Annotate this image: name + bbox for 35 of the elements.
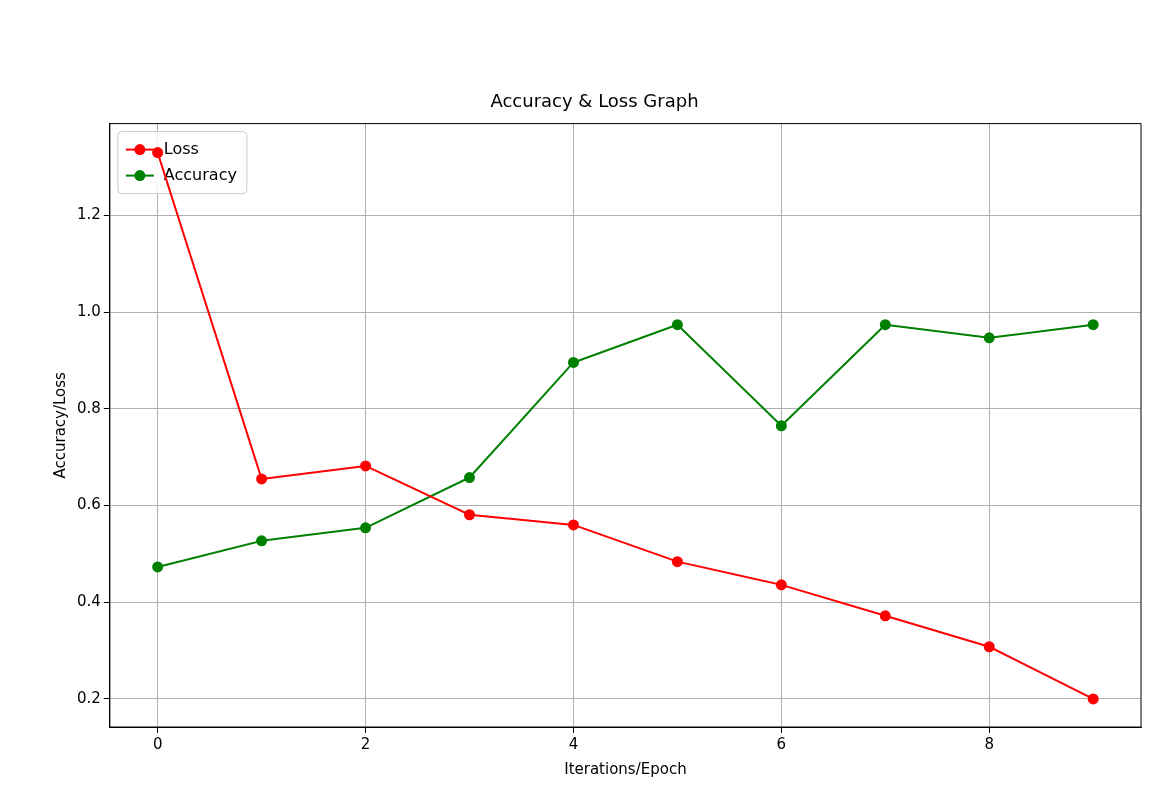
point [152,147,164,159]
x-tick-label: 8 [984,734,995,753]
point [671,319,683,331]
point [256,535,268,547]
y-tick-label: 0.4 [77,592,101,611]
point [879,610,891,622]
x-tick-label: 0 [152,734,163,753]
point [567,356,579,368]
y-tick-label: 0.2 [77,688,101,707]
y-axis-title: Accuracy/Loss [50,371,69,479]
point [775,420,787,432]
y-tick-label: 0.8 [77,398,101,417]
point [360,460,372,472]
point [775,579,787,591]
point [671,556,683,568]
y-tick-label: 1.2 [77,205,101,224]
y-tick-label: 1.0 [77,302,101,321]
point [1087,319,1099,331]
point [1087,693,1099,705]
point [879,319,891,331]
point [567,519,579,531]
chart-title: Accuracy & Loss Graph [490,90,699,112]
y-tick-label: 0.6 [77,495,101,514]
x-tick-label: 6 [776,734,787,753]
x-tick-label: 4 [568,734,579,753]
point [152,561,164,573]
point [983,641,995,653]
x-tick-label: 2 [360,734,371,753]
point [360,522,372,534]
point [464,509,476,521]
point [464,472,476,484]
point [983,332,995,344]
x-axis-title: Iterations/Epoch [564,759,687,778]
legend-label: Loss [163,138,199,158]
point [256,473,268,485]
